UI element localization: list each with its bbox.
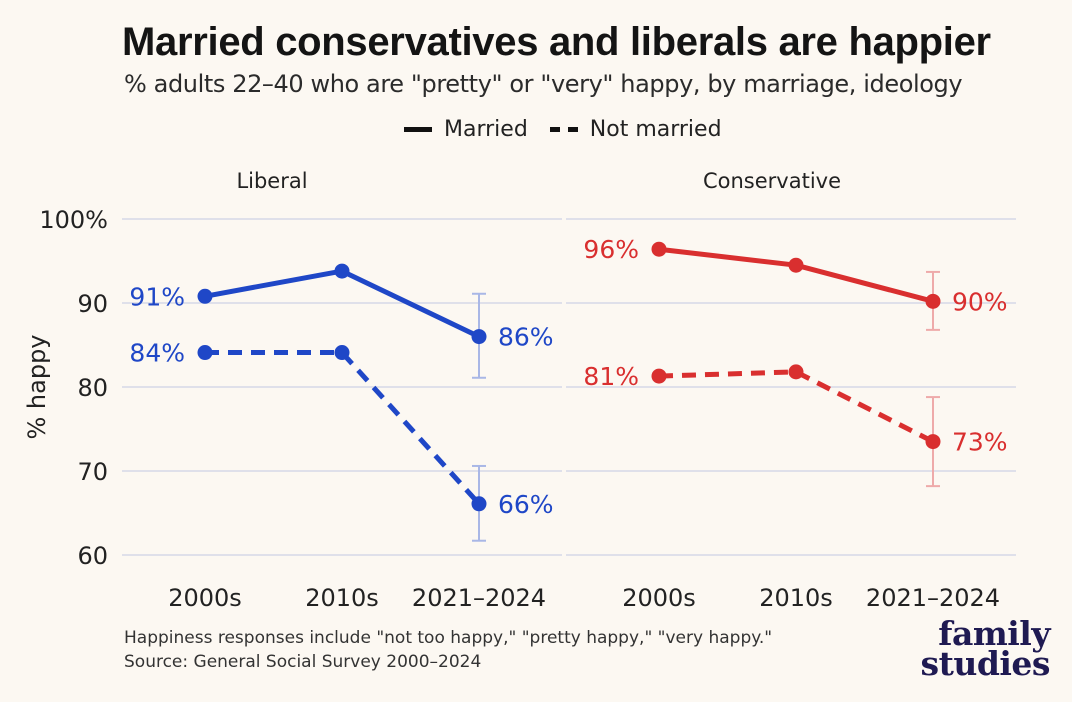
data-point <box>788 364 804 380</box>
x-tick-label: 2021–2024 <box>866 584 1000 612</box>
data-label: 84% <box>129 339 185 368</box>
x-tick-label: 2000s <box>168 584 242 612</box>
legend-label-not-married: Not married <box>589 116 722 142</box>
data-point <box>925 434 941 450</box>
panel-title: Liberal <box>236 169 307 193</box>
chart-title: Married conservatives and liberals are h… <box>122 20 991 64</box>
data-label: 90% <box>952 287 1008 316</box>
brand-logo: family studies <box>920 614 1051 683</box>
panel-title: Conservative <box>703 169 841 193</box>
legend-swatch-solid <box>404 126 432 132</box>
brand-line-2: studies <box>920 644 1051 683</box>
data-point <box>197 345 213 361</box>
data-point <box>197 288 213 304</box>
x-tick-label: 2010s <box>305 584 379 612</box>
chart-subtitle: % adults 22–40 who are "pretty" or "very… <box>124 70 963 98</box>
series-line-married <box>658 246 934 304</box>
x-tick-label: 2010s <box>759 584 833 612</box>
x-tick-label: 2021–2024 <box>412 584 546 612</box>
legend: Married Not married <box>404 114 744 144</box>
data-point <box>471 329 487 345</box>
source-line: Source: General Social Survey 2000–2024 <box>124 652 482 672</box>
footnote-line-1: Happiness responses include "not too hap… <box>124 628 773 648</box>
y-tick-label: 100% <box>39 206 108 234</box>
data-point <box>334 263 350 279</box>
data-label: 73% <box>952 428 1008 457</box>
y-axis-label: % happy <box>23 334 51 439</box>
data-point <box>651 368 667 384</box>
y-tick-label: 90 <box>77 290 108 318</box>
y-tick-label: 60 <box>77 542 108 570</box>
data-point <box>334 345 350 361</box>
legend-label-married: Married <box>444 116 528 142</box>
data-point <box>471 496 487 512</box>
data-label: 96% <box>583 235 639 264</box>
x-tick-label: 2000s <box>622 584 696 612</box>
legend-item-married: Married <box>404 117 528 142</box>
legend-swatch-dashed <box>549 126 578 132</box>
data-label: 81% <box>583 362 639 391</box>
legend-item-not-married: Not married <box>549 116 722 142</box>
data-point <box>925 293 941 309</box>
data-point <box>788 257 804 273</box>
series-line-not-married <box>205 350 481 506</box>
series-line-not-married <box>658 369 935 444</box>
footnote: Happiness responses include "not too hap… <box>124 626 772 674</box>
data-label: 86% <box>498 323 554 352</box>
y-tick-label: 70 <box>77 458 108 486</box>
data-point <box>651 241 667 257</box>
y-tick-label: 80 <box>77 374 108 402</box>
data-label: 66% <box>498 490 554 519</box>
brand-line-1: family <box>938 614 1050 653</box>
data-label: 91% <box>129 282 185 311</box>
